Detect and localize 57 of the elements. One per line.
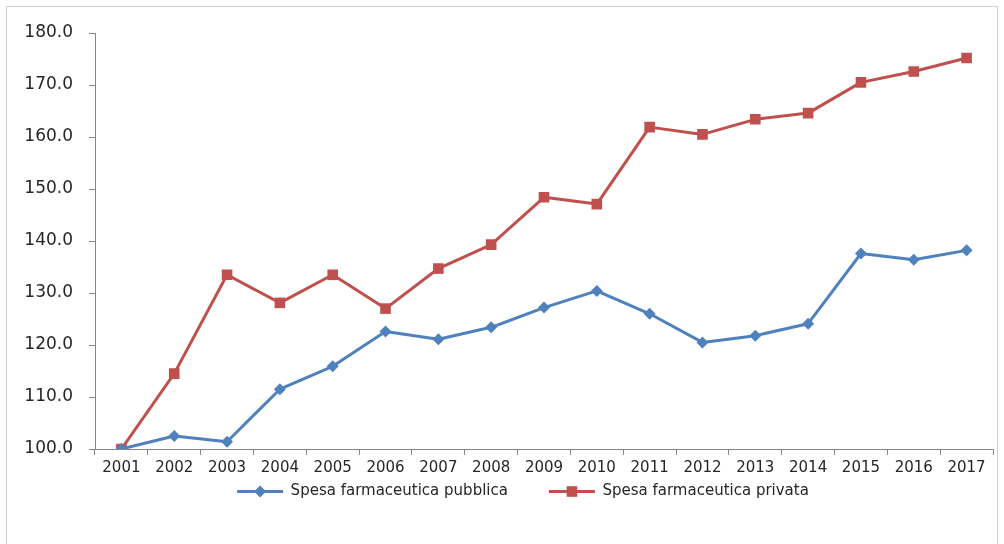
point (961, 52, 972, 64)
legend-label: Spesa farmaceutica pubblica (290, 481, 508, 500)
x-tick-label: 2017 (947, 457, 986, 476)
point (168, 368, 180, 379)
point (854, 247, 867, 260)
point (749, 114, 761, 125)
point (221, 269, 233, 281)
point (907, 253, 920, 266)
x-tick-label: 2003 (207, 457, 247, 476)
point (855, 77, 867, 88)
point (327, 269, 339, 281)
point (326, 360, 339, 373)
x-tick-label: 2009 (524, 457, 564, 476)
x-tick-label: 2002 (155, 457, 194, 476)
x-tick-label: 2001 (102, 457, 141, 476)
point (379, 325, 392, 338)
x-tick-label: 2011 (630, 457, 669, 476)
point (433, 263, 444, 274)
x-tick-label: 2015 (841, 457, 881, 476)
x-tick-label: 2016 (894, 457, 933, 476)
point (380, 303, 391, 314)
x-tick-label: 2004 (260, 457, 299, 476)
y-tick-label: 170.0 (24, 73, 73, 94)
y-tick-label: 110.0 (24, 385, 73, 406)
x-tick-label: 2007 (419, 457, 458, 476)
point (908, 66, 920, 77)
point (538, 192, 550, 203)
y-tick-label: 160.0 (24, 125, 73, 146)
point (696, 336, 709, 349)
y-tick-label: 180.0 (24, 21, 73, 42)
point (273, 383, 286, 396)
y-tick-label: 100.0 (24, 437, 73, 458)
point (221, 435, 234, 448)
point (697, 129, 708, 140)
y-tick-label: 150.0 (24, 177, 73, 198)
y-tick-label: 130.0 (24, 281, 73, 302)
point (538, 301, 550, 314)
x-tick-label: 2006 (366, 457, 405, 476)
y-tick-label: 120.0 (24, 333, 73, 354)
point (802, 317, 815, 330)
point (749, 329, 762, 342)
y-tick-label: 140.0 (24, 229, 73, 250)
point (485, 239, 497, 250)
point (168, 430, 181, 442)
point (432, 333, 445, 346)
point (643, 307, 656, 320)
point (960, 244, 973, 257)
x-tick-label: 2008 (472, 457, 511, 476)
x-tick-label: 2005 (313, 457, 352, 476)
x-tick-label: 2014 (789, 457, 828, 476)
point (485, 321, 498, 334)
x-tick-label: 2012 (683, 457, 722, 476)
x-tick-label: 2013 (736, 457, 775, 476)
x-tick-label: 2010 (577, 457, 616, 476)
legend-label: Spesa farmaceutica privata (602, 481, 809, 500)
point (590, 284, 603, 297)
point (644, 121, 655, 133)
